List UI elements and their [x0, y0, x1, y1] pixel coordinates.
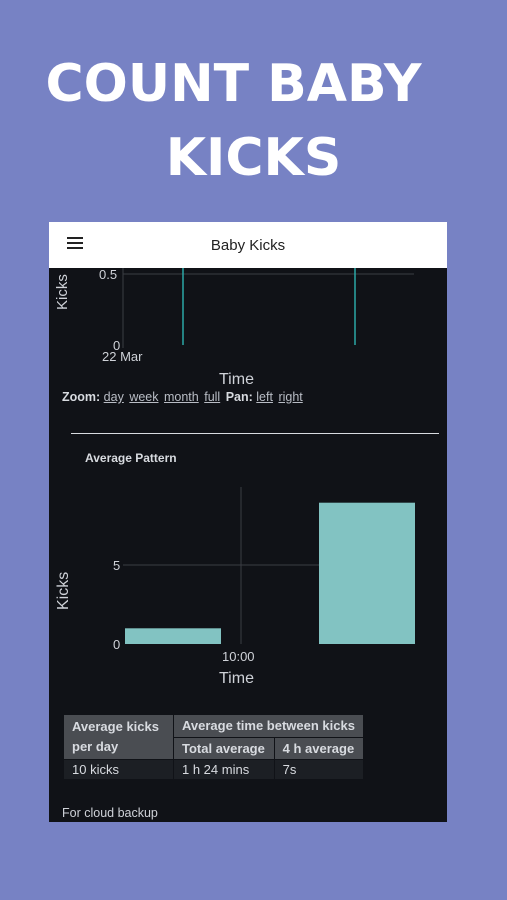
avg-ylabel: Kicks [55, 572, 72, 610]
avg-bar-1 [125, 628, 221, 644]
promo-headline-line2: KICKS [165, 128, 342, 188]
app-screen: Baby Kicks Kicks 0.5 0 22 Mar Time Zoom:… [49, 222, 447, 822]
4h-average-value: 7s [273, 759, 364, 780]
timeline-chart: Kicks 0.5 0 22 Mar Time [54, 268, 414, 388]
stats-table: Average kicks per day Average time betwe… [63, 714, 364, 780]
pan-label: Pan: [225, 390, 253, 404]
average-pattern-chart: Kicks 5 0 10:00 Time [55, 487, 415, 687]
total-average-header: Total average [173, 736, 275, 760]
app-bar: Baby Kicks [49, 222, 447, 268]
avg-kicks-value: 10 kicks [63, 759, 174, 780]
zoom-month-link[interactable]: month [163, 390, 199, 404]
section-divider [71, 433, 439, 434]
avg-bar-2 [319, 502, 415, 644]
promo-headline-line1: COUNT BABY [45, 54, 422, 114]
zoom-label: Zoom: [62, 390, 101, 404]
average-pattern-title: Average Pattern [85, 451, 177, 465]
pan-right-link[interactable]: right [278, 390, 303, 404]
zoom-week-link[interactable]: week [129, 390, 159, 404]
zoom-pan-bar: Zoom: day week month full Pan: left righ… [62, 390, 305, 404]
app-title: Baby Kicks [210, 236, 286, 254]
timeline-x-tick: 22 Mar [102, 349, 143, 364]
zoom-day-link[interactable]: day [103, 390, 124, 404]
timeline-xlabel: Time [219, 371, 254, 388]
zoom-full-link[interactable]: full [204, 390, 221, 404]
timeline-ylabel: Kicks [54, 274, 71, 310]
avg-xlabel: Time [219, 670, 254, 687]
cloud-backup-text: For cloud backup [62, 806, 158, 820]
avg-time-between-kicks-header: Average time between kicks [173, 714, 364, 738]
avg-kicks-per-day-header: Average kicks per day [63, 714, 174, 760]
timeline-y-tick-05: 0.5 [99, 268, 117, 282]
avg-x-tick: 10:00 [222, 649, 255, 664]
timeline-y-tick-0: 0 [113, 338, 120, 353]
hamburger-menu-icon[interactable] [67, 237, 83, 251]
4h-average-header: 4 h average [273, 736, 364, 760]
total-average-value: 1 h 24 mins [173, 759, 275, 780]
avg-y-tick-0: 0 [113, 637, 120, 652]
pan-left-link[interactable]: left [256, 390, 273, 404]
avg-y-tick-5: 5 [113, 558, 120, 573]
